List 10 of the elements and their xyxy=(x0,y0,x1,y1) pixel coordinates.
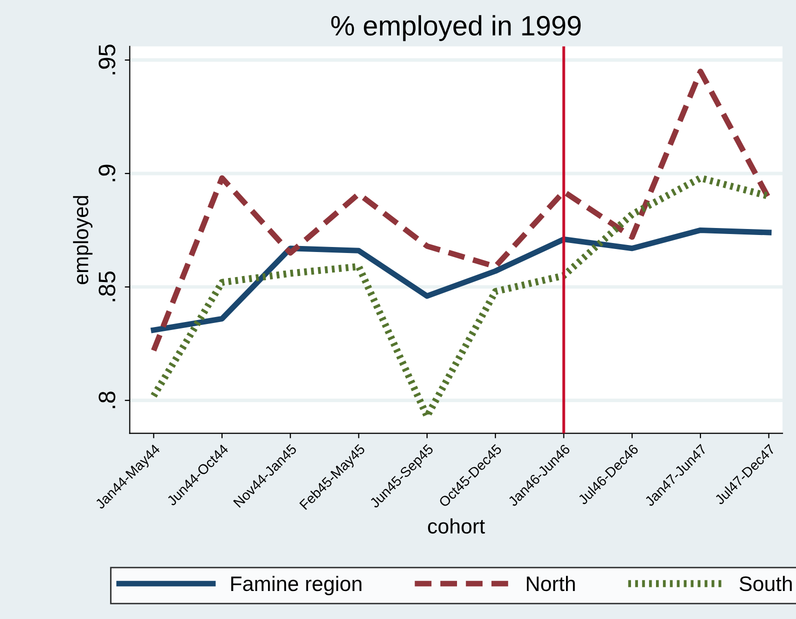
y-tick-label: .95 xyxy=(98,44,116,74)
chart-title: % employed in 1999 xyxy=(331,15,581,42)
y-tick-label: .9 xyxy=(98,164,116,182)
legend-label: South xyxy=(740,576,792,592)
legend-label: North xyxy=(526,576,575,592)
y-tick-label: .8 xyxy=(98,392,116,408)
x-axis-title: cohort xyxy=(428,518,485,534)
y-tick-label: .85 xyxy=(98,272,116,302)
legend-label: Famine region xyxy=(231,576,362,596)
y-axis-title: employed xyxy=(73,196,92,284)
